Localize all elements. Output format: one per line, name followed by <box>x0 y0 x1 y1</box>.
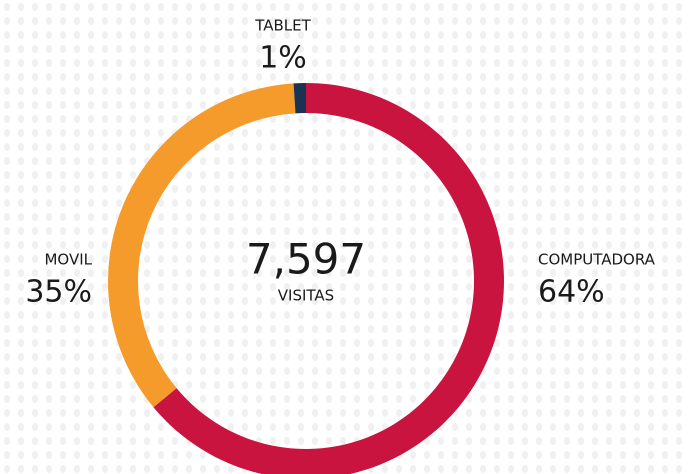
donut-slice <box>153 83 504 474</box>
value-label: 35% <box>25 275 92 310</box>
donut-slice <box>293 83 306 114</box>
category-label: TABLET <box>254 17 311 35</box>
donut <box>108 83 504 474</box>
value-label: 1% <box>259 41 307 76</box>
category-label: MOVIL <box>44 251 92 269</box>
category-label: COMPUTADORA <box>538 251 656 269</box>
center-subtitle: VISITAS <box>278 287 334 305</box>
value-label: 64% <box>538 275 605 310</box>
donut-slice <box>108 83 296 408</box>
center-value: 7,597 <box>246 235 366 284</box>
